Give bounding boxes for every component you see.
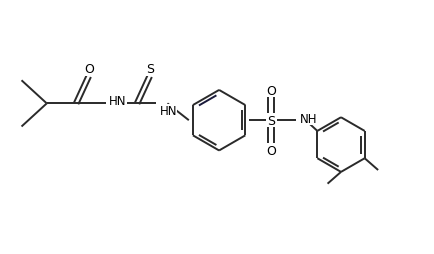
Text: O: O	[266, 144, 276, 157]
Text: O: O	[266, 85, 276, 98]
Text: HN: HN	[109, 94, 126, 107]
Text: HN: HN	[159, 105, 177, 118]
Text: S: S	[146, 63, 154, 76]
Text: NH: NH	[300, 112, 317, 125]
Text: O: O	[84, 63, 94, 76]
Text: S: S	[267, 114, 275, 127]
